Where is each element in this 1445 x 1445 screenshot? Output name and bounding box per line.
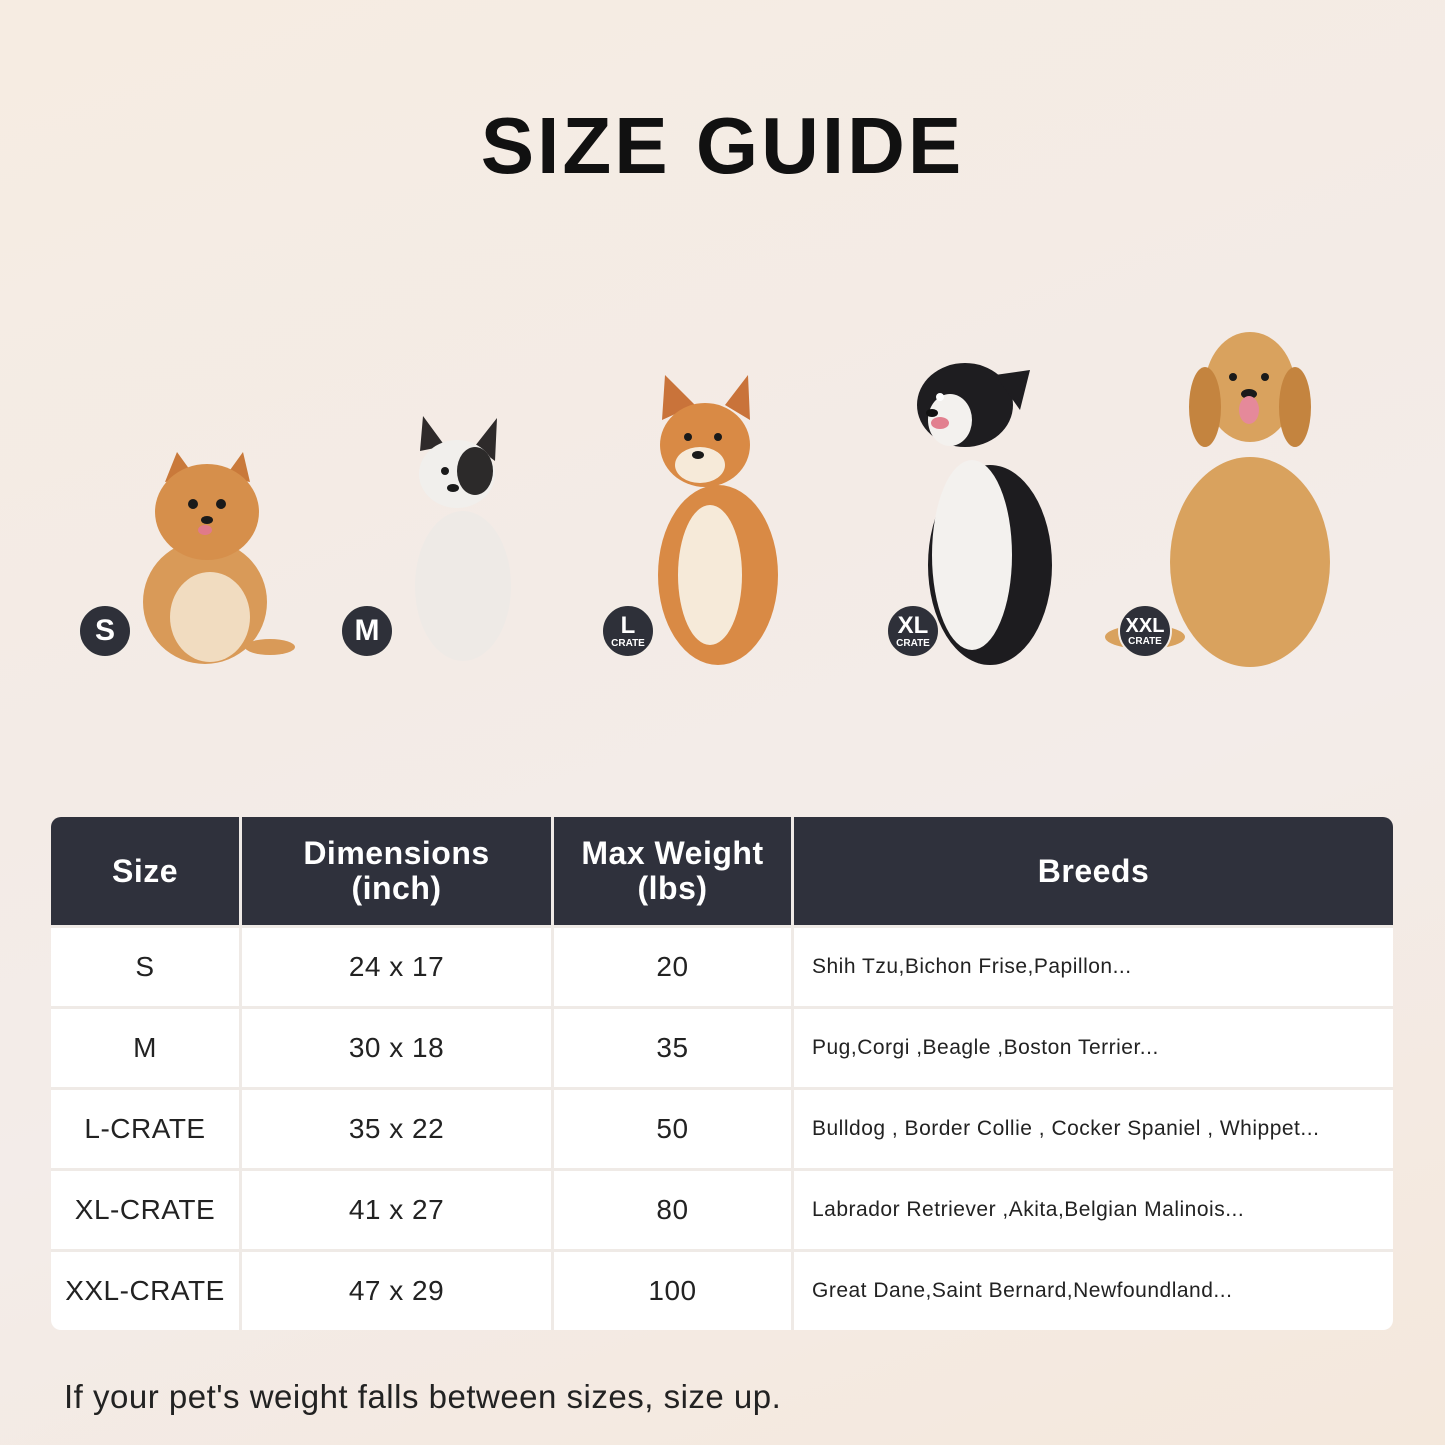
table-row: L-CRATE 35 x 22 50 Bulldog , Border Collie … <box>51 1090 1393 1168</box>
badge-sublabel: CRATE <box>896 637 930 649</box>
cell-dimensions: 30 x 18 <box>242 1009 551 1087</box>
size-badge-xl-crate: XL CRATE <box>886 604 940 658</box>
shiba-inu-image <box>658 375 778 665</box>
cell-size: L-CRATE <box>51 1090 239 1168</box>
size-table: Size Dimensions (inch) Max Weight (lbs) Br… <box>51 817 1393 1330</box>
badge-label: M <box>354 614 380 647</box>
cell-breeds: Pug,Corgi ,Beagle ,Boston Terrier... <box>794 1009 1393 1087</box>
sizing-note: If your pet's weight falls between sizes… <box>64 1378 782 1415</box>
cell-max-weight: 80 <box>554 1171 791 1249</box>
cell-dimensions: 41 x 27 <box>242 1171 551 1249</box>
table-row: XXL-CRATE 47 x 29 100 Great Dane,Saint Bern… <box>51 1252 1393 1330</box>
badge-label: XL <box>897 611 929 639</box>
badge-sublabel: CRATE <box>1128 635 1162 647</box>
badge-sublabel: CRATE <box>611 637 645 649</box>
badge-label: S <box>94 614 115 647</box>
cell-max-weight: 100 <box>554 1252 791 1330</box>
badge-label: L <box>620 611 636 639</box>
french-bulldog-image <box>415 416 511 661</box>
table-row: XL-CRATE 41 x 27 80 Labrador Retriever ,Aki… <box>51 1171 1393 1249</box>
border-collie-image <box>917 363 1052 665</box>
header-weight-line1: Max Weight <box>581 835 764 872</box>
cell-breeds: Great Dane,Saint Bernard,Newfoundland... <box>794 1252 1393 1330</box>
cell-max-weight: 50 <box>554 1090 791 1168</box>
table-row: S 24 x 17 20 Shih Tzu,Bichon Frise,Papillon… <box>51 928 1393 1006</box>
cell-breeds: Shih Tzu,Bichon Frise,Papillon... <box>794 928 1393 1006</box>
cell-size: M <box>51 1009 239 1087</box>
cell-max-weight: 20 <box>554 928 791 1006</box>
cell-breeds: Labrador Retriever ,Akita,Belgian Malino… <box>794 1171 1393 1249</box>
cell-size: XL-CRATE <box>51 1171 239 1249</box>
table-row: M 30 x 18 35 Pug,Corgi ,Beagle ,Boston Terr… <box>51 1009 1393 1087</box>
size-badge-xxl-crate: XXL CRATE <box>1118 604 1172 658</box>
cell-dimensions: 24 x 17 <box>242 928 551 1006</box>
cell-dimensions: 35 x 22 <box>242 1090 551 1168</box>
cell-size: XXL-CRATE <box>51 1252 239 1330</box>
pomeranian-image <box>143 452 295 664</box>
size-badge-m: M <box>340 604 394 658</box>
table-header-row: Size Dimensions (inch) Max Weight (lbs) Br… <box>51 817 1393 925</box>
header-max-weight: Max Weight (lbs) <box>554 817 791 925</box>
badge-label: XXL <box>1125 614 1165 637</box>
header-breeds: Breeds <box>794 817 1393 925</box>
header-weight-line2: (lbs) <box>637 870 708 906</box>
size-badge-s: S <box>78 604 132 658</box>
page-title: SIZE GUIDE <box>480 101 965 190</box>
cell-max-weight: 35 <box>554 1009 791 1087</box>
header-dimensions-line1: Dimensions <box>303 835 490 872</box>
cell-breeds: Bulldog , Border Collie , Cocker Spaniel… <box>794 1090 1393 1168</box>
cell-dimensions: 47 x 29 <box>242 1252 551 1330</box>
header-dimensions-line2: (inch) <box>351 870 442 906</box>
header-size: Size <box>51 817 239 925</box>
size-badge-l-crate: L CRATE <box>601 604 655 658</box>
cell-size: S <box>51 928 239 1006</box>
header-dimensions: Dimensions (inch) <box>242 817 551 925</box>
